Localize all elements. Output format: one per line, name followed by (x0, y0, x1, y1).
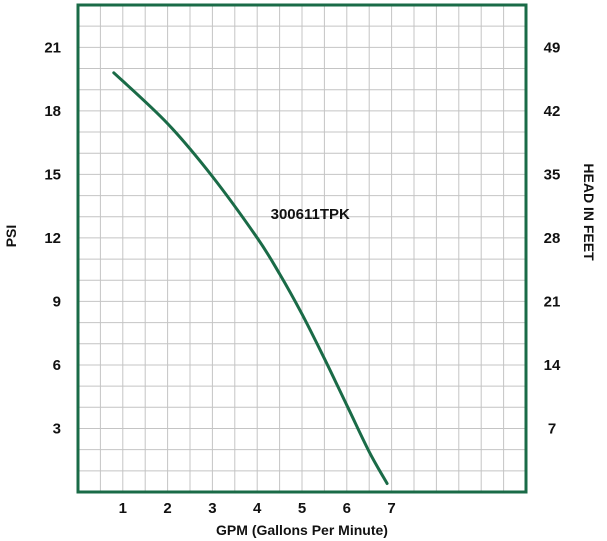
left-y-axis-title: PSI (3, 225, 19, 248)
y-tick-label: 15 (44, 166, 61, 183)
x-axis-title: GPM (Gallons Per Minute) (216, 522, 388, 538)
x-tick-label: 2 (163, 500, 171, 517)
right-y-axis-ticks: 7 14 21 28 35 42 49 (544, 39, 561, 437)
x-tick-label: 6 (343, 500, 351, 517)
x-axis-ticks: 1 2 3 4 5 6 7 (119, 500, 396, 517)
y-tick-label: 9 (53, 293, 61, 310)
x-tick-label: 1 (119, 500, 127, 517)
y2-tick-label: 49 (544, 39, 561, 56)
y-tick-label: 21 (44, 39, 61, 56)
grid-lines (78, 5, 526, 492)
y2-tick-label: 35 (544, 166, 561, 183)
y2-tick-label: 28 (544, 230, 561, 247)
y2-tick-label: 14 (544, 357, 561, 374)
left-y-axis-ticks: 3 6 9 12 15 18 21 (44, 39, 61, 437)
y-tick-label: 18 (44, 103, 61, 120)
series-label-300611TPK: 300611TPK (271, 206, 350, 223)
plot-frame (76, 3, 528, 494)
right-y-axis-title: HEAD IN FEET (581, 163, 597, 261)
y-tick-label: 6 (53, 357, 61, 374)
x-tick-label: 5 (298, 500, 306, 517)
x-tick-label: 3 (208, 500, 216, 517)
y-tick-label: 12 (44, 230, 61, 247)
x-tick-label: 4 (253, 500, 262, 517)
y2-tick-label: 21 (544, 293, 561, 310)
y2-tick-label: 42 (544, 103, 561, 120)
x-tick-label: 7 (387, 500, 395, 517)
series-line-300611TPK (112, 71, 389, 485)
y-tick-label: 3 (53, 420, 61, 437)
y2-tick-label: 7 (548, 420, 556, 437)
